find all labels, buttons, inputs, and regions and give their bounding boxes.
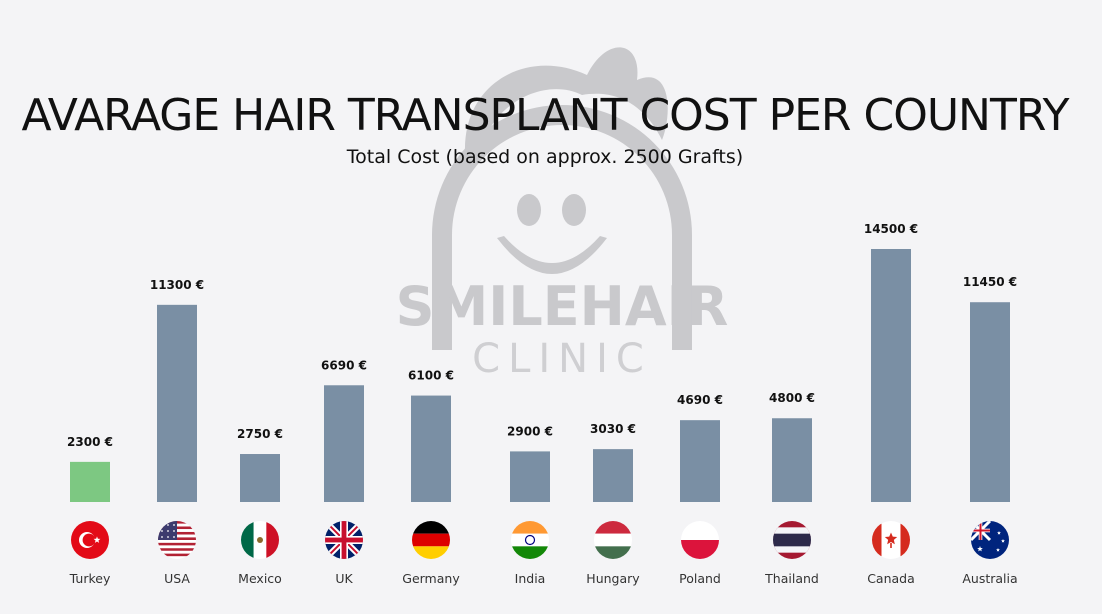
category-label-germany: Germany <box>402 571 460 586</box>
india-flag-icon <box>511 521 549 559</box>
value-label-poland: 4690 € <box>677 393 723 407</box>
usa-flag-icon <box>158 521 196 559</box>
value-label-canada: 14500 € <box>864 222 918 236</box>
smilehair-watermark-logo: SMILEHAIR CLINIC <box>396 47 729 382</box>
thailand-flag-icon <box>773 521 811 559</box>
hungary-flag-icon <box>594 521 632 559</box>
watermark-brand-line1: SMILEHAIR <box>396 275 729 338</box>
value-label-usa: 11300 € <box>150 278 204 292</box>
category-label-mexico: Mexico <box>238 571 282 586</box>
category-label-uk: UK <box>335 571 353 586</box>
category-label-canada: Canada <box>867 571 915 586</box>
bar-mexico <box>240 454 280 502</box>
germany-flag-icon <box>412 521 450 559</box>
uk-flag-icon <box>325 521 363 559</box>
poland-flag-icon <box>681 521 719 559</box>
bar-germany <box>411 395 451 502</box>
category-label-usa: USA <box>164 571 190 586</box>
bar-hungary <box>593 449 633 502</box>
value-label-turkey: 2300 € <box>67 435 113 449</box>
chart-subtitle: Total Cost (based on approx. 2500 Grafts… <box>346 146 744 168</box>
canada-flag-icon <box>872 521 910 559</box>
turkey-flag-icon <box>71 521 109 559</box>
value-label-india: 2900 € <box>507 424 553 438</box>
value-label-thailand: 4800 € <box>769 391 815 405</box>
chart-title: AVARAGE HAIR TRANSPLANT COST PER COUNTRY <box>21 90 1070 141</box>
australia-flag-icon <box>971 521 1009 559</box>
category-label-turkey: Turkey <box>69 571 111 586</box>
category-label-poland: Poland <box>679 571 721 586</box>
bar-usa <box>157 304 197 502</box>
category-label-hungary: Hungary <box>586 571 640 586</box>
category-label-australia: Australia <box>962 571 1017 586</box>
value-label-australia: 11450 € <box>963 275 1017 289</box>
category-label-thailand: Thailand <box>764 571 819 586</box>
watermark-brand-line2: CLINIC <box>472 336 652 382</box>
bar-australia <box>970 302 1010 502</box>
bar-thailand <box>772 418 812 502</box>
bar-poland <box>680 420 720 502</box>
bar-turkey <box>70 461 110 502</box>
value-label-uk: 6690 € <box>321 358 367 372</box>
value-label-hungary: 3030 € <box>590 422 636 436</box>
category-label-india: India <box>515 571 546 586</box>
bar-uk <box>324 385 364 502</box>
bar-india <box>510 451 550 502</box>
value-label-mexico: 2750 € <box>237 427 283 441</box>
mexico-flag-icon <box>241 521 279 559</box>
bar-canada <box>871 249 911 502</box>
value-label-germany: 6100 € <box>408 369 454 383</box>
